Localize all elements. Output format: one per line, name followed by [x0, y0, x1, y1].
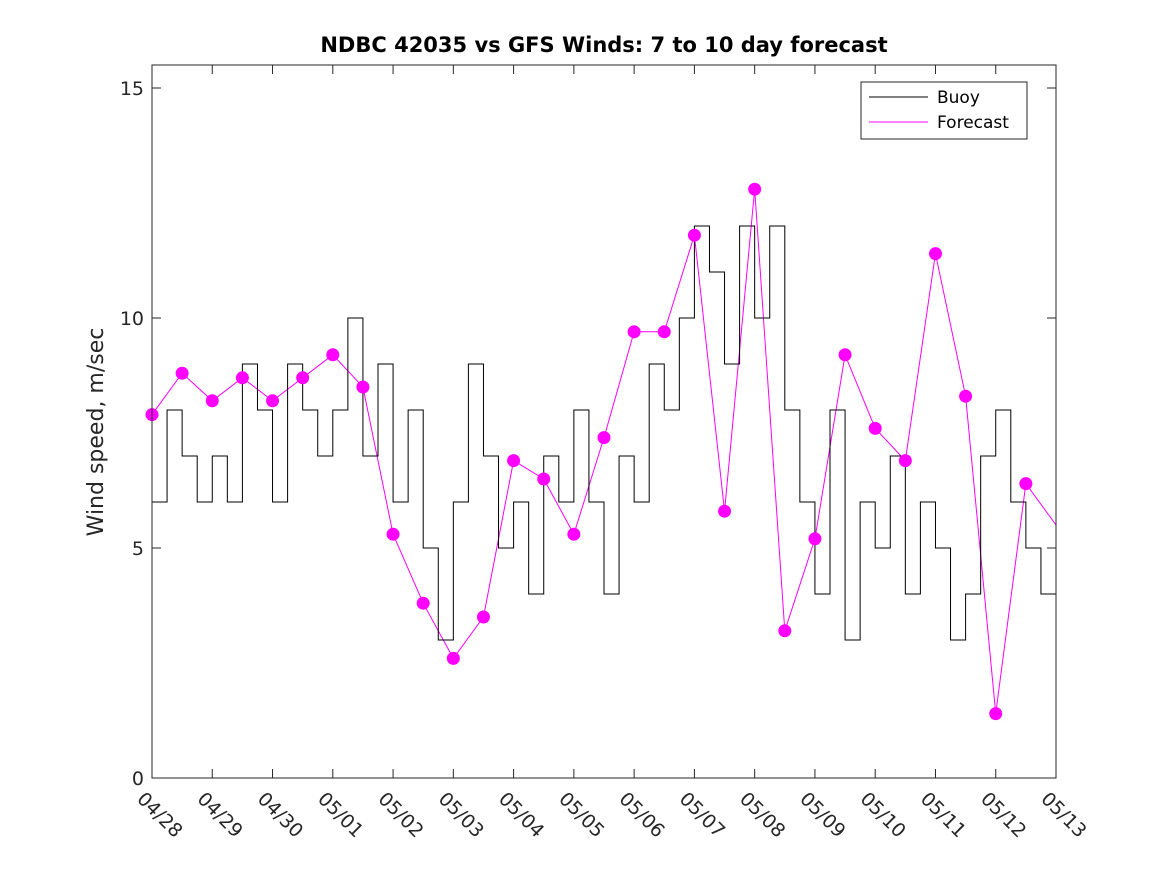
forecast-point	[476, 610, 490, 624]
forecast-point	[868, 421, 882, 435]
forecast-point	[416, 596, 430, 610]
forecast-point	[989, 707, 1003, 721]
x-tick-label: 05/07	[675, 788, 729, 842]
legend: Buoy Forecast	[860, 81, 1028, 140]
y-tick-label: 10	[120, 308, 144, 330]
x-tick-label: 05/02	[374, 788, 428, 842]
forecast-point	[898, 454, 912, 468]
forecast-point	[326, 348, 340, 362]
y-tick-label: 0	[132, 768, 144, 790]
forecast-point	[748, 182, 762, 196]
forecast-point	[235, 371, 249, 385]
legend-forecast-label: Forecast	[937, 113, 1009, 133]
forecast-point	[928, 247, 942, 261]
forecast-point	[959, 389, 973, 403]
legend-buoy-label: Buoy	[937, 88, 980, 108]
forecast-point	[597, 431, 611, 445]
forecast-point	[718, 504, 732, 518]
forecast-point	[808, 532, 822, 546]
forecast-point	[1019, 477, 1033, 491]
forecast-point	[175, 366, 189, 380]
forecast-point	[838, 348, 852, 362]
x-tick-label: 05/04	[494, 788, 548, 842]
x-tick-label: 05/01	[313, 788, 367, 842]
forecast-point	[356, 380, 370, 394]
x-tick-label: 05/06	[615, 788, 669, 842]
forecast-point	[507, 454, 521, 468]
forecast-point	[778, 624, 792, 638]
y-axis-label: Wind speed, m/sec	[84, 328, 109, 537]
forecast-point	[296, 371, 310, 385]
x-tick-label: 04/28	[132, 788, 186, 842]
y-tick-label: 15	[120, 78, 144, 100]
forecast-point	[657, 325, 671, 339]
forecast-point	[627, 325, 641, 339]
x-tick-label: 04/29	[193, 788, 247, 842]
chart-title: NDBC 42035 vs GFS Winds: 7 to 10 day for…	[320, 33, 887, 57]
y-tick-label: 5	[132, 538, 144, 560]
forecast-point	[567, 527, 581, 541]
x-tick-label: 05/13	[1036, 788, 1090, 842]
x-tick-label: 05/11	[916, 788, 970, 842]
buoy-series-line	[152, 225, 1056, 641]
x-tick-label: 05/03	[434, 788, 488, 842]
forecast-point	[205, 394, 219, 408]
buoy-layer	[152, 225, 1056, 641]
forecast-point	[687, 228, 701, 242]
x-tick-label: 05/09	[795, 788, 849, 842]
forecast-point	[266, 394, 280, 408]
forecast-point	[537, 472, 551, 486]
plot-background	[152, 65, 1056, 778]
plot-frame	[151, 64, 1057, 779]
x-tick-label: 05/05	[554, 788, 608, 842]
forecast-point	[386, 527, 400, 541]
x-tick-label: 05/10	[856, 788, 910, 842]
forecast-point	[446, 651, 460, 665]
legend-box	[860, 81, 1028, 140]
x-tick-label: 05/12	[976, 788, 1030, 842]
x-tick-label: 04/30	[253, 788, 307, 842]
x-tick-label: 05/08	[735, 788, 789, 842]
